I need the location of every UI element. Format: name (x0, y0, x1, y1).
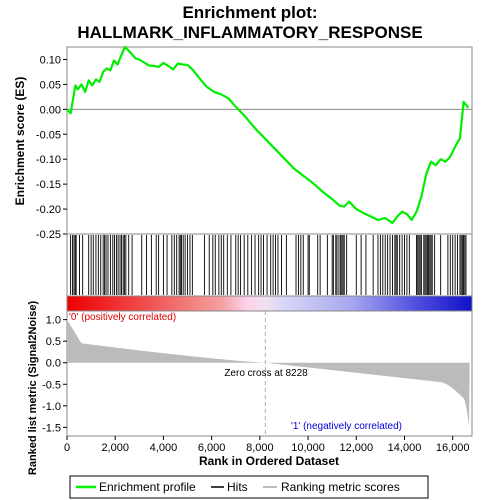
es-tick-label: -0.25 (36, 229, 61, 241)
es-tick-label: -0.10 (36, 154, 61, 166)
ranking-metric-area (67, 319, 470, 428)
x-tick-label: 2,000 (101, 442, 129, 454)
x-axis: 0 2,000 4,000 6,000 8,000 10,000 12,000 14,000 1… (64, 436, 470, 454)
legend-hits-label: Hits (227, 480, 248, 494)
es-axis: 0.10 0.05 0.00 -0.05 -0.10 -0.15 -0.20 -0.25 (36, 54, 67, 241)
legend-enrichment-label: Enrichment profile (99, 480, 196, 494)
x-tick-label: 10,000 (291, 442, 325, 454)
es-y-axis-label: Enrichment score (ES) (13, 77, 27, 206)
legend-metric-label: Ranking metric scores (281, 480, 400, 494)
x-tick-label: 0 (64, 442, 70, 454)
hits-markers (70, 235, 467, 295)
x-tick-label: 14,000 (388, 442, 422, 454)
chart-title-line2: HALLMARK_INFLAMMATORY_RESPONSE (77, 23, 422, 42)
metric-tick-label: -1.0 (42, 401, 61, 413)
legend-box (69, 475, 429, 499)
x-axis-label: Rank in Ordered Dataset (199, 454, 339, 468)
es-tick-label: -0.20 (36, 204, 61, 216)
metric-tick-label: 0.5 (46, 336, 61, 348)
metric-tick-label: 1.0 (46, 315, 61, 327)
metric-tick-label: -1.5 (42, 422, 61, 434)
metric-y-axis-label: Ranked list metric (Signal2Noise) (27, 301, 39, 476)
zero-cross-label: Zero cross at 8228 (224, 368, 308, 379)
x-tick-label: 6,000 (198, 442, 226, 454)
x-tick-label: 16,000 (436, 442, 470, 454)
chart-title-line1: Enrichment plot: (182, 3, 317, 22)
es-tick-label: -0.15 (36, 179, 61, 191)
metric-tick-label: 0.0 (46, 358, 61, 370)
rank-color-bar (66, 295, 473, 312)
x-tick-label: 12,000 (339, 442, 373, 454)
metric-axis: 1.0 0.5 0.0 -0.5 -1.0 -1.5 (42, 315, 67, 434)
enrichment-profile-line (66, 45, 470, 225)
es-tick-label: 0.05 (40, 79, 61, 91)
negative-correlation-label: '1' (negatively correlated) (291, 421, 402, 432)
x-tick-label: 8,000 (246, 442, 274, 454)
hits-panel (66, 233, 473, 297)
metric-tick-label: -0.5 (42, 379, 61, 391)
es-tick-label: 0.10 (40, 54, 61, 66)
es-panel (66, 46, 473, 235)
positive-correlation-label: '0' (positively correlated) (69, 312, 176, 323)
es-tick-label: 0.00 (40, 104, 61, 116)
es-tick-label: -0.05 (36, 129, 61, 141)
x-tick-label: 4,000 (150, 442, 178, 454)
